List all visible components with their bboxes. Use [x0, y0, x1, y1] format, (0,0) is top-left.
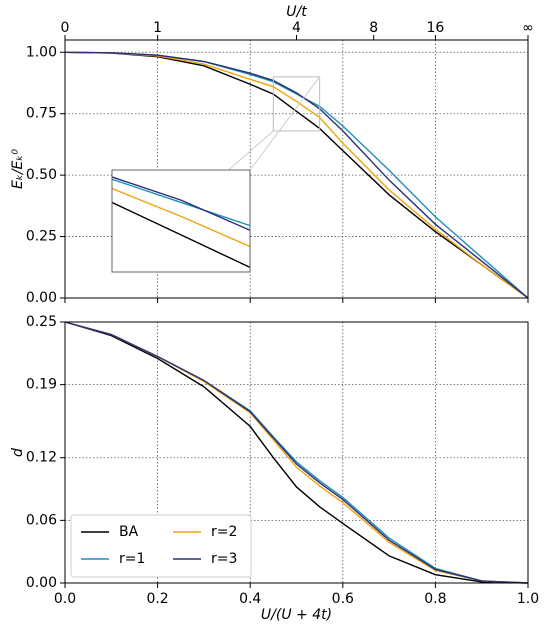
inset-line — [112, 178, 250, 227]
y-tick-label: 0.25 — [26, 314, 57, 330]
x2-tick-label: 8 — [369, 20, 378, 36]
axes-frame — [64, 39, 529, 299]
line — [64, 51, 529, 299]
axes-frame — [64, 321, 529, 584]
legend-label: BA — [119, 524, 139, 540]
legend-label: r=2 — [211, 524, 237, 540]
line — [64, 321, 529, 584]
y-tick-label: 1.00 — [26, 44, 57, 60]
y-tick-label: 0.50 — [26, 167, 57, 183]
y-tick-label: 0.00 — [26, 575, 57, 591]
x-axis-label: U/(U + 4t) — [261, 607, 332, 623]
x-tick-label: 1.0 — [517, 591, 539, 607]
line — [64, 51, 529, 299]
inset-line — [112, 176, 250, 232]
y-tick-label: 0.12 — [26, 450, 57, 466]
x2-tick-label: 0 — [61, 20, 70, 36]
x2-tick-label: 16 — [426, 20, 444, 36]
y-axis-label: Eₖ/Eₖ⁰ — [10, 149, 26, 189]
legend-box — [70, 514, 252, 578]
inset-line — [112, 201, 250, 269]
x2-tick-label: 4 — [292, 20, 301, 36]
legend-label: r=1 — [119, 551, 145, 567]
zoom-connector — [249, 76, 321, 171]
inset-line — [112, 187, 250, 248]
y-tick-label: 0.00 — [26, 290, 57, 306]
x-tick-label: 0.6 — [332, 591, 354, 607]
x2-tick-label: ∞ — [522, 20, 534, 36]
x2-tick-label: 1 — [153, 20, 162, 36]
y-axis-label: d — [10, 448, 26, 457]
x-tick-label: 0.0 — [54, 591, 76, 607]
y-tick-label: 0.06 — [26, 512, 57, 528]
x-tick-label: 0.4 — [239, 591, 261, 607]
y-tick-label: 0.25 — [26, 229, 57, 245]
y-tick-label: 0.19 — [26, 377, 57, 393]
legend-label: r=3 — [211, 551, 237, 567]
x-tick-label: 0.2 — [146, 591, 168, 607]
y-tick-label: 0.75 — [26, 106, 57, 122]
x-tick-label: 0.8 — [424, 591, 446, 607]
inset-frame — [111, 169, 251, 273]
line — [64, 51, 529, 299]
inset — [112, 176, 250, 269]
zoom-region — [272, 76, 321, 132]
line — [64, 321, 529, 584]
x2-axis-label: U/t — [286, 4, 307, 20]
